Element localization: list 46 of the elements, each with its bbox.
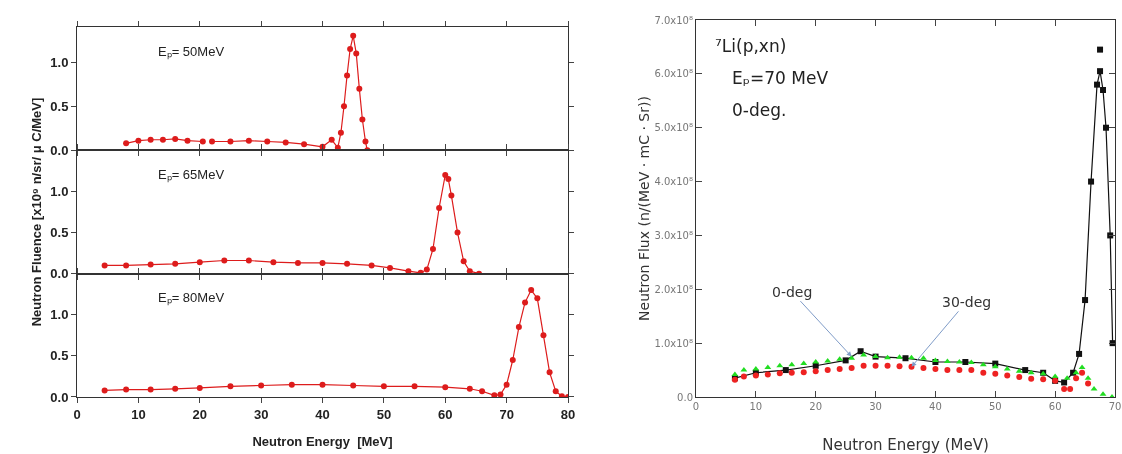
y-tick-label: 4.0x10⁸ bbox=[654, 176, 693, 188]
y-tick-label: 5.0x10⁸ bbox=[654, 122, 693, 134]
y-tick-label: 0.5 bbox=[50, 98, 69, 114]
x-tick-label: 80 bbox=[560, 406, 576, 422]
y-axis-title: Neutron Fluence [x10⁹ n/sr/ μ C/MeV] bbox=[29, 97, 44, 327]
x-tick-label: 70 bbox=[499, 406, 514, 422]
annotation: 0-deg bbox=[772, 284, 813, 300]
x-tick-label: 40 bbox=[929, 401, 942, 412]
x-tick-label: 0 bbox=[692, 401, 700, 412]
x-tick-label: 10 bbox=[749, 401, 763, 412]
x-tick-label: 30 bbox=[869, 401, 882, 412]
y-tick-label: 1.0 bbox=[50, 183, 69, 199]
y-tick-label: 6.0x10⁸ bbox=[654, 68, 693, 80]
x-tick-label: 60 bbox=[438, 406, 453, 422]
x-axis-title: Neutron Energy [MeV] bbox=[252, 434, 393, 449]
y-tick-label: 3.0x10⁸ bbox=[654, 229, 693, 241]
annotation: 30-deg bbox=[942, 294, 992, 310]
y-tick-label: 0.5 bbox=[50, 348, 69, 364]
y-axis-title: Neutron Flux (n/(MeV · mC · Sr)) bbox=[636, 96, 653, 321]
x-tick-label: 20 bbox=[192, 406, 207, 422]
annotation: 0-deg. bbox=[732, 100, 787, 120]
y-tick-label: 0.0 bbox=[50, 389, 69, 405]
y-tick-label: 1.0 bbox=[50, 307, 69, 323]
x-tick-label: 30 bbox=[253, 406, 269, 422]
x-tick-label: 50 bbox=[988, 401, 1002, 412]
x-tick-label: 20 bbox=[809, 401, 823, 412]
y-tick-label: 7.0x10⁸ bbox=[654, 14, 693, 26]
x-tick-label: 10 bbox=[131, 406, 146, 422]
y-tick-label: 1.0 bbox=[50, 54, 69, 70]
annotation: Eₚ= 65MeV bbox=[158, 167, 225, 183]
annotation: Eₚ=70 MeV bbox=[732, 68, 829, 88]
x-tick-label: 60 bbox=[1048, 401, 1062, 412]
x-tick-label: 70 bbox=[1108, 401, 1122, 412]
y-tick-label: 2.0x10⁸ bbox=[654, 283, 693, 295]
x-axis-title: Neutron Energy (MeV) bbox=[822, 436, 989, 454]
annotation: ⁷Li(p,xn) bbox=[715, 36, 787, 56]
y-tick-label: 0.0 bbox=[50, 142, 69, 158]
annotation: Eₚ= 80MeV bbox=[158, 290, 225, 306]
y-tick-label: 0.5 bbox=[50, 225, 69, 241]
y-tick-label: 1.0x10⁸ bbox=[654, 337, 693, 349]
annotation: Eₚ= 50MeV bbox=[158, 44, 225, 60]
x-tick-label: 50 bbox=[376, 406, 392, 422]
x-tick-label: 0 bbox=[73, 406, 81, 422]
y-tick-label: 0.0 bbox=[677, 391, 693, 403]
x-tick-label: 40 bbox=[315, 406, 330, 422]
y-tick-label: 0.0 bbox=[50, 266, 69, 282]
